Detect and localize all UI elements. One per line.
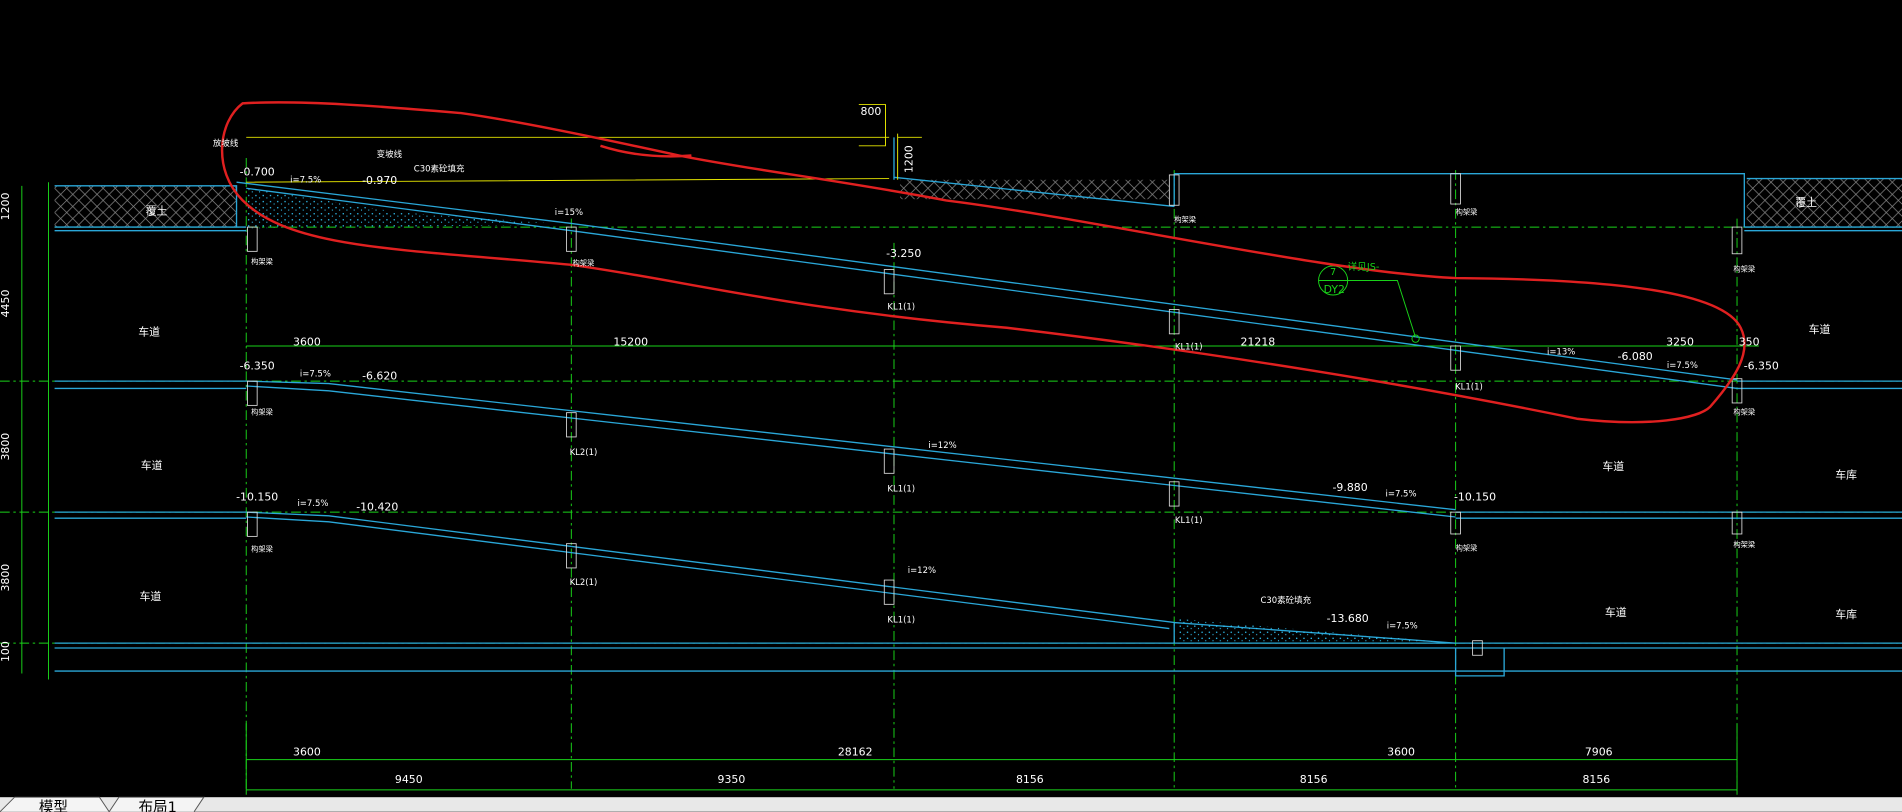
- cad-label: 详见JS-: [1347, 260, 1379, 273]
- cad-label: KL1(1): [887, 616, 915, 626]
- cad-label: -6.080: [1618, 350, 1653, 363]
- cad-label: 构架梁: [1733, 265, 1755, 274]
- cad-label: -0.700: [240, 165, 275, 178]
- cad-label: 15200: [613, 335, 648, 348]
- cad-label: 3600: [293, 335, 321, 348]
- cad-label: -6.350: [1744, 360, 1779, 373]
- cad-label: -9.880: [1332, 481, 1367, 494]
- tab[interactable]: 模型: [39, 799, 68, 812]
- cad-label: 车道: [1809, 322, 1831, 336]
- cad-label: i=7.5%: [1387, 622, 1418, 632]
- cad-label: DY2: [1324, 283, 1345, 296]
- cad-label: 9350: [718, 773, 746, 786]
- cad-label: 9450: [395, 773, 423, 786]
- cad-label: 车库: [1835, 607, 1857, 621]
- cad-label: 3600: [1387, 745, 1415, 758]
- cad-label: 放坡线: [213, 138, 239, 149]
- cad-label: i=13%: [1547, 348, 1575, 358]
- cad-label: 构架梁: [251, 257, 273, 266]
- cad-label: 350: [1739, 335, 1760, 348]
- cad-label: 7: [1330, 267, 1336, 278]
- cad-label: C30素砼填充: [1260, 595, 1311, 606]
- cad-label: KL1(1): [1175, 343, 1203, 353]
- cad-label: 构架梁: [1456, 544, 1478, 553]
- cad-label: 车库: [1835, 468, 1857, 482]
- cad-label: 车道: [138, 325, 160, 339]
- cad-label: 构架梁: [1456, 208, 1478, 217]
- cad-label: KL1(1): [1455, 383, 1483, 393]
- cad-label: i=7.5%: [300, 369, 331, 379]
- cad-label: KL1(1): [1175, 516, 1203, 526]
- cad-label: 构架梁: [1733, 408, 1755, 417]
- cad-label: KL1(1): [887, 303, 915, 313]
- cad-label: 3800: [0, 433, 12, 461]
- cad-label: -13.680: [1327, 612, 1369, 625]
- cad-label: 1200: [0, 193, 12, 221]
- tab-bar: [0, 797, 1902, 812]
- cad-label: 车道: [140, 589, 162, 603]
- geometry: [0, 101, 1902, 795]
- cad-label: -3.250: [886, 247, 921, 260]
- cad-label: 3800: [0, 564, 12, 592]
- cad-label: 车道: [1602, 459, 1624, 473]
- cad-label: 100: [0, 641, 12, 662]
- cad-label: -6.350: [240, 360, 275, 373]
- cad-label: KL2(1): [570, 448, 598, 458]
- cad-label: 构架梁: [1733, 540, 1755, 549]
- cad-label: 8156: [1300, 773, 1328, 786]
- cad-label: -0.970: [362, 174, 397, 187]
- cad-label: i=7.5%: [1667, 361, 1698, 371]
- cad-label: 8156: [1016, 773, 1044, 786]
- cad-label: i=7.5%: [1386, 489, 1417, 499]
- cad-label: 构架梁: [251, 545, 273, 554]
- cad-label: 覆土: [1795, 196, 1817, 209]
- cad-label: i=12%: [928, 441, 956, 451]
- cad-label: 8156: [1582, 773, 1610, 786]
- cad-label: 3250: [1666, 335, 1694, 348]
- cad-label: -10.150: [1454, 491, 1496, 504]
- cad-label: -10.420: [356, 500, 398, 513]
- cad-label: 构架梁: [1174, 215, 1196, 224]
- cad-label: -10.150: [236, 491, 278, 504]
- cad-label: 覆土: [146, 204, 168, 217]
- cad-label: 变坡线: [377, 149, 403, 160]
- cad-label: 21218: [1241, 335, 1276, 348]
- cad-label: C30素砼填充: [414, 163, 465, 174]
- cad-label: 车道: [1605, 605, 1627, 619]
- cad-label: i=15%: [555, 208, 583, 218]
- cad-label: -6.620: [362, 369, 397, 382]
- cad-label: KL2(1): [570, 578, 598, 588]
- cad-label: 3600: [293, 745, 321, 758]
- cad-label: i=7.5%: [297, 499, 328, 509]
- cad-label: 7906: [1585, 745, 1613, 758]
- cad-label: KL1(1): [887, 485, 915, 495]
- cad-label: 构架梁: [251, 408, 273, 417]
- cad-label: 车道: [141, 458, 163, 472]
- cad-label: 4450: [0, 290, 12, 318]
- cad-label: 1200: [903, 145, 916, 173]
- cad-label: i=7.5%: [290, 175, 321, 185]
- cad-label: 28162: [838, 745, 873, 758]
- cad-label: 构架梁: [573, 258, 595, 267]
- tab[interactable]: 布局1: [139, 799, 177, 812]
- cad-label: i=12%: [908, 566, 936, 576]
- cad-label: 800: [861, 105, 882, 118]
- annotations: 8001200放坡线-0.700i=7.5%变坡线-0.970C30素砼填充覆土…: [0, 105, 1857, 786]
